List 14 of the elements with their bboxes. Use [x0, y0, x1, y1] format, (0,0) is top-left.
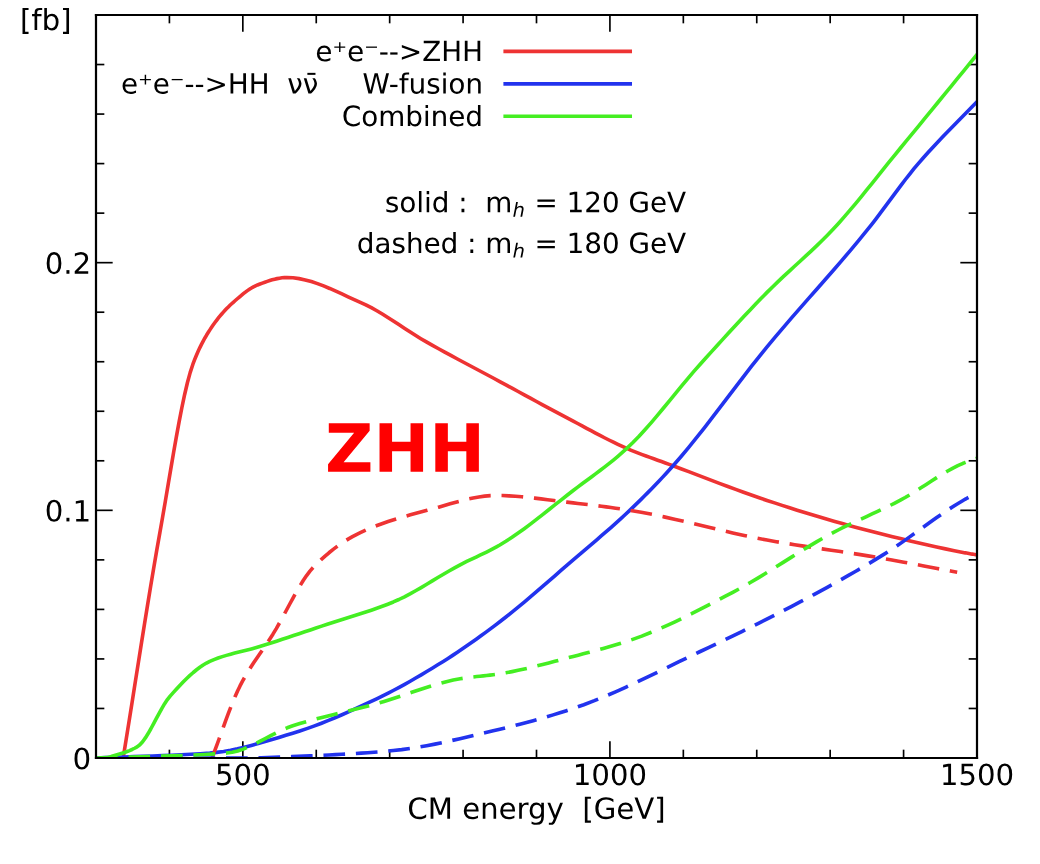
- y-axis-title: [fb]: [22, 7, 70, 34]
- legend-label: e⁺e⁻-->ZHH: [316, 40, 481, 62]
- annotation: dashed : m$_{h}$ = 180 GeV: [358, 231, 686, 258]
- annotation: solid : m$_{h}$ = 120 GeV: [386, 191, 686, 217]
- legend-label: Combined: [343, 104, 481, 127]
- x-tick-label: 1500: [943, 763, 1013, 786]
- y-tick-label: 0.2: [46, 252, 89, 275]
- x-axis-title: CM energy [GeV]: [409, 796, 664, 825]
- annotation: ZHH: [328, 423, 479, 472]
- legend-label: e⁺e⁻-->HH νν̄ W-fusion: [122, 72, 481, 94]
- x-tick-label: 500: [217, 763, 269, 786]
- x-tick-label: 1000: [576, 763, 646, 786]
- y-tick-label: 0: [74, 747, 90, 770]
- y-tick-label: 0.1: [46, 499, 89, 522]
